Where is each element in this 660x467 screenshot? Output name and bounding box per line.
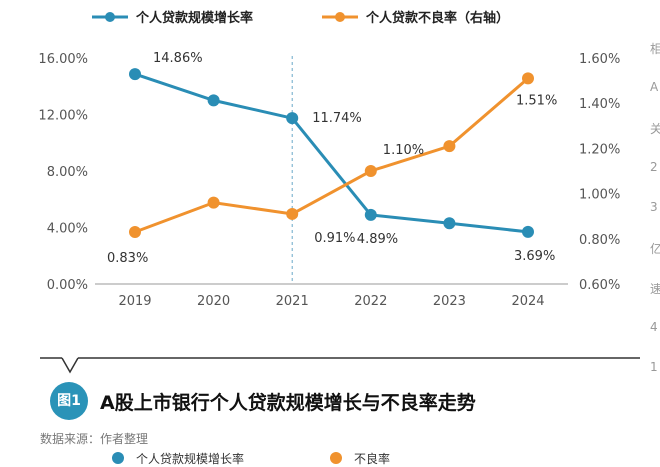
data-source: 数据来源：作者整理 (40, 432, 149, 446)
figure-title: A股上市银行个人贷款规模增长与不良率走势 (100, 392, 476, 414)
data-label: 11.74% (312, 111, 362, 126)
series-2-point (207, 196, 220, 209)
x-tick-label: 2021 (276, 294, 309, 309)
series-2-point (129, 226, 141, 239)
series-line-2 (134, 77, 529, 234)
side-fragment: A (650, 80, 659, 94)
data-label: 0.91% (314, 231, 355, 246)
series-1-point (364, 208, 377, 221)
x-tick-label: 2024 (511, 294, 544, 309)
data-label: 14.86% (153, 51, 203, 66)
side-text-fragments: 相 A 关 2 3 亿 速 4 1 (650, 40, 660, 420)
series-1-point (207, 94, 220, 107)
x-tick-label: 2020 (197, 294, 230, 309)
y-left-tick-label: 12.00% (38, 109, 88, 124)
y-left-tick-label: 16.00% (38, 52, 88, 67)
data-label: 1.51% (516, 93, 557, 108)
x-tick-label: 2019 (118, 294, 151, 309)
side-fragment: 3 (650, 200, 658, 214)
series-2-point (522, 72, 534, 85)
y-right-tick-label: 1.40% (579, 97, 620, 112)
legend-label-1: 个人贷款规模增长率 (135, 10, 253, 26)
series-1-point (129, 68, 141, 81)
y-right-tick-label: 1.60% (579, 52, 620, 67)
y-left-tick-label: 8.00% (47, 165, 88, 180)
legend-repeat-blue-dot-icon (112, 452, 124, 464)
side-fragment: 2 (650, 160, 658, 174)
y-right-tick-label: 1.00% (579, 188, 620, 203)
legend-marker-1 (105, 12, 115, 22)
y-left-tick-label: 0.00% (47, 278, 88, 293)
side-fragment: 相 (650, 42, 660, 56)
y-right-tick-label: 0.60% (579, 278, 620, 293)
y-right-tick-label: 0.80% (579, 233, 620, 248)
side-fragment: 4 (650, 320, 658, 334)
line-chart: 个人贷款规模增长率 个人贷款不良率（右轴） 0.00% 4.00% 8.00% 12.00… (38, 10, 620, 309)
caption-divider (40, 357, 640, 374)
legend-marker-2 (335, 12, 345, 22)
series-1-point (286, 112, 299, 125)
data-label: 3.69% (514, 249, 555, 264)
series-2-point (443, 140, 456, 153)
side-fragment: 亿 (650, 242, 660, 256)
series-2-point (364, 165, 377, 177)
series-1-point (522, 225, 534, 238)
series-line-1 (134, 72, 529, 234)
data-label: 1.10% (383, 143, 424, 158)
figure-badge: 图1 (50, 382, 88, 420)
x-tick-label: 2022 (354, 294, 387, 309)
series-1-point (443, 217, 456, 230)
legend-repeat-orange-dot-icon (330, 452, 342, 464)
legend-repeat-label-2: 不良率 (354, 452, 391, 466)
side-fragment: 1 (650, 360, 658, 374)
series-2-point (286, 207, 299, 220)
x-tick-label: 2023 (433, 294, 466, 309)
figure-caption: 图1 A股上市银行个人贷款规模增长与不良率走势 数据来源：作者整理 个人贷款规模… (0, 350, 660, 466)
legend-label-2: 个人贷款不良率（右轴） (365, 10, 509, 26)
y-right-tick-label: 1.20% (579, 142, 620, 157)
legend-repeat: 个人贷款规模增长率 不良率 (100, 450, 500, 466)
side-fragment: 关 (650, 122, 660, 136)
data-label: 4.89% (357, 232, 398, 247)
y-left-tick-label: 4.00% (47, 222, 88, 237)
legend-repeat-label-1: 个人贷款规模增长率 (136, 452, 245, 466)
data-label: 0.83% (107, 251, 148, 266)
side-fragment: 速 (650, 282, 660, 296)
